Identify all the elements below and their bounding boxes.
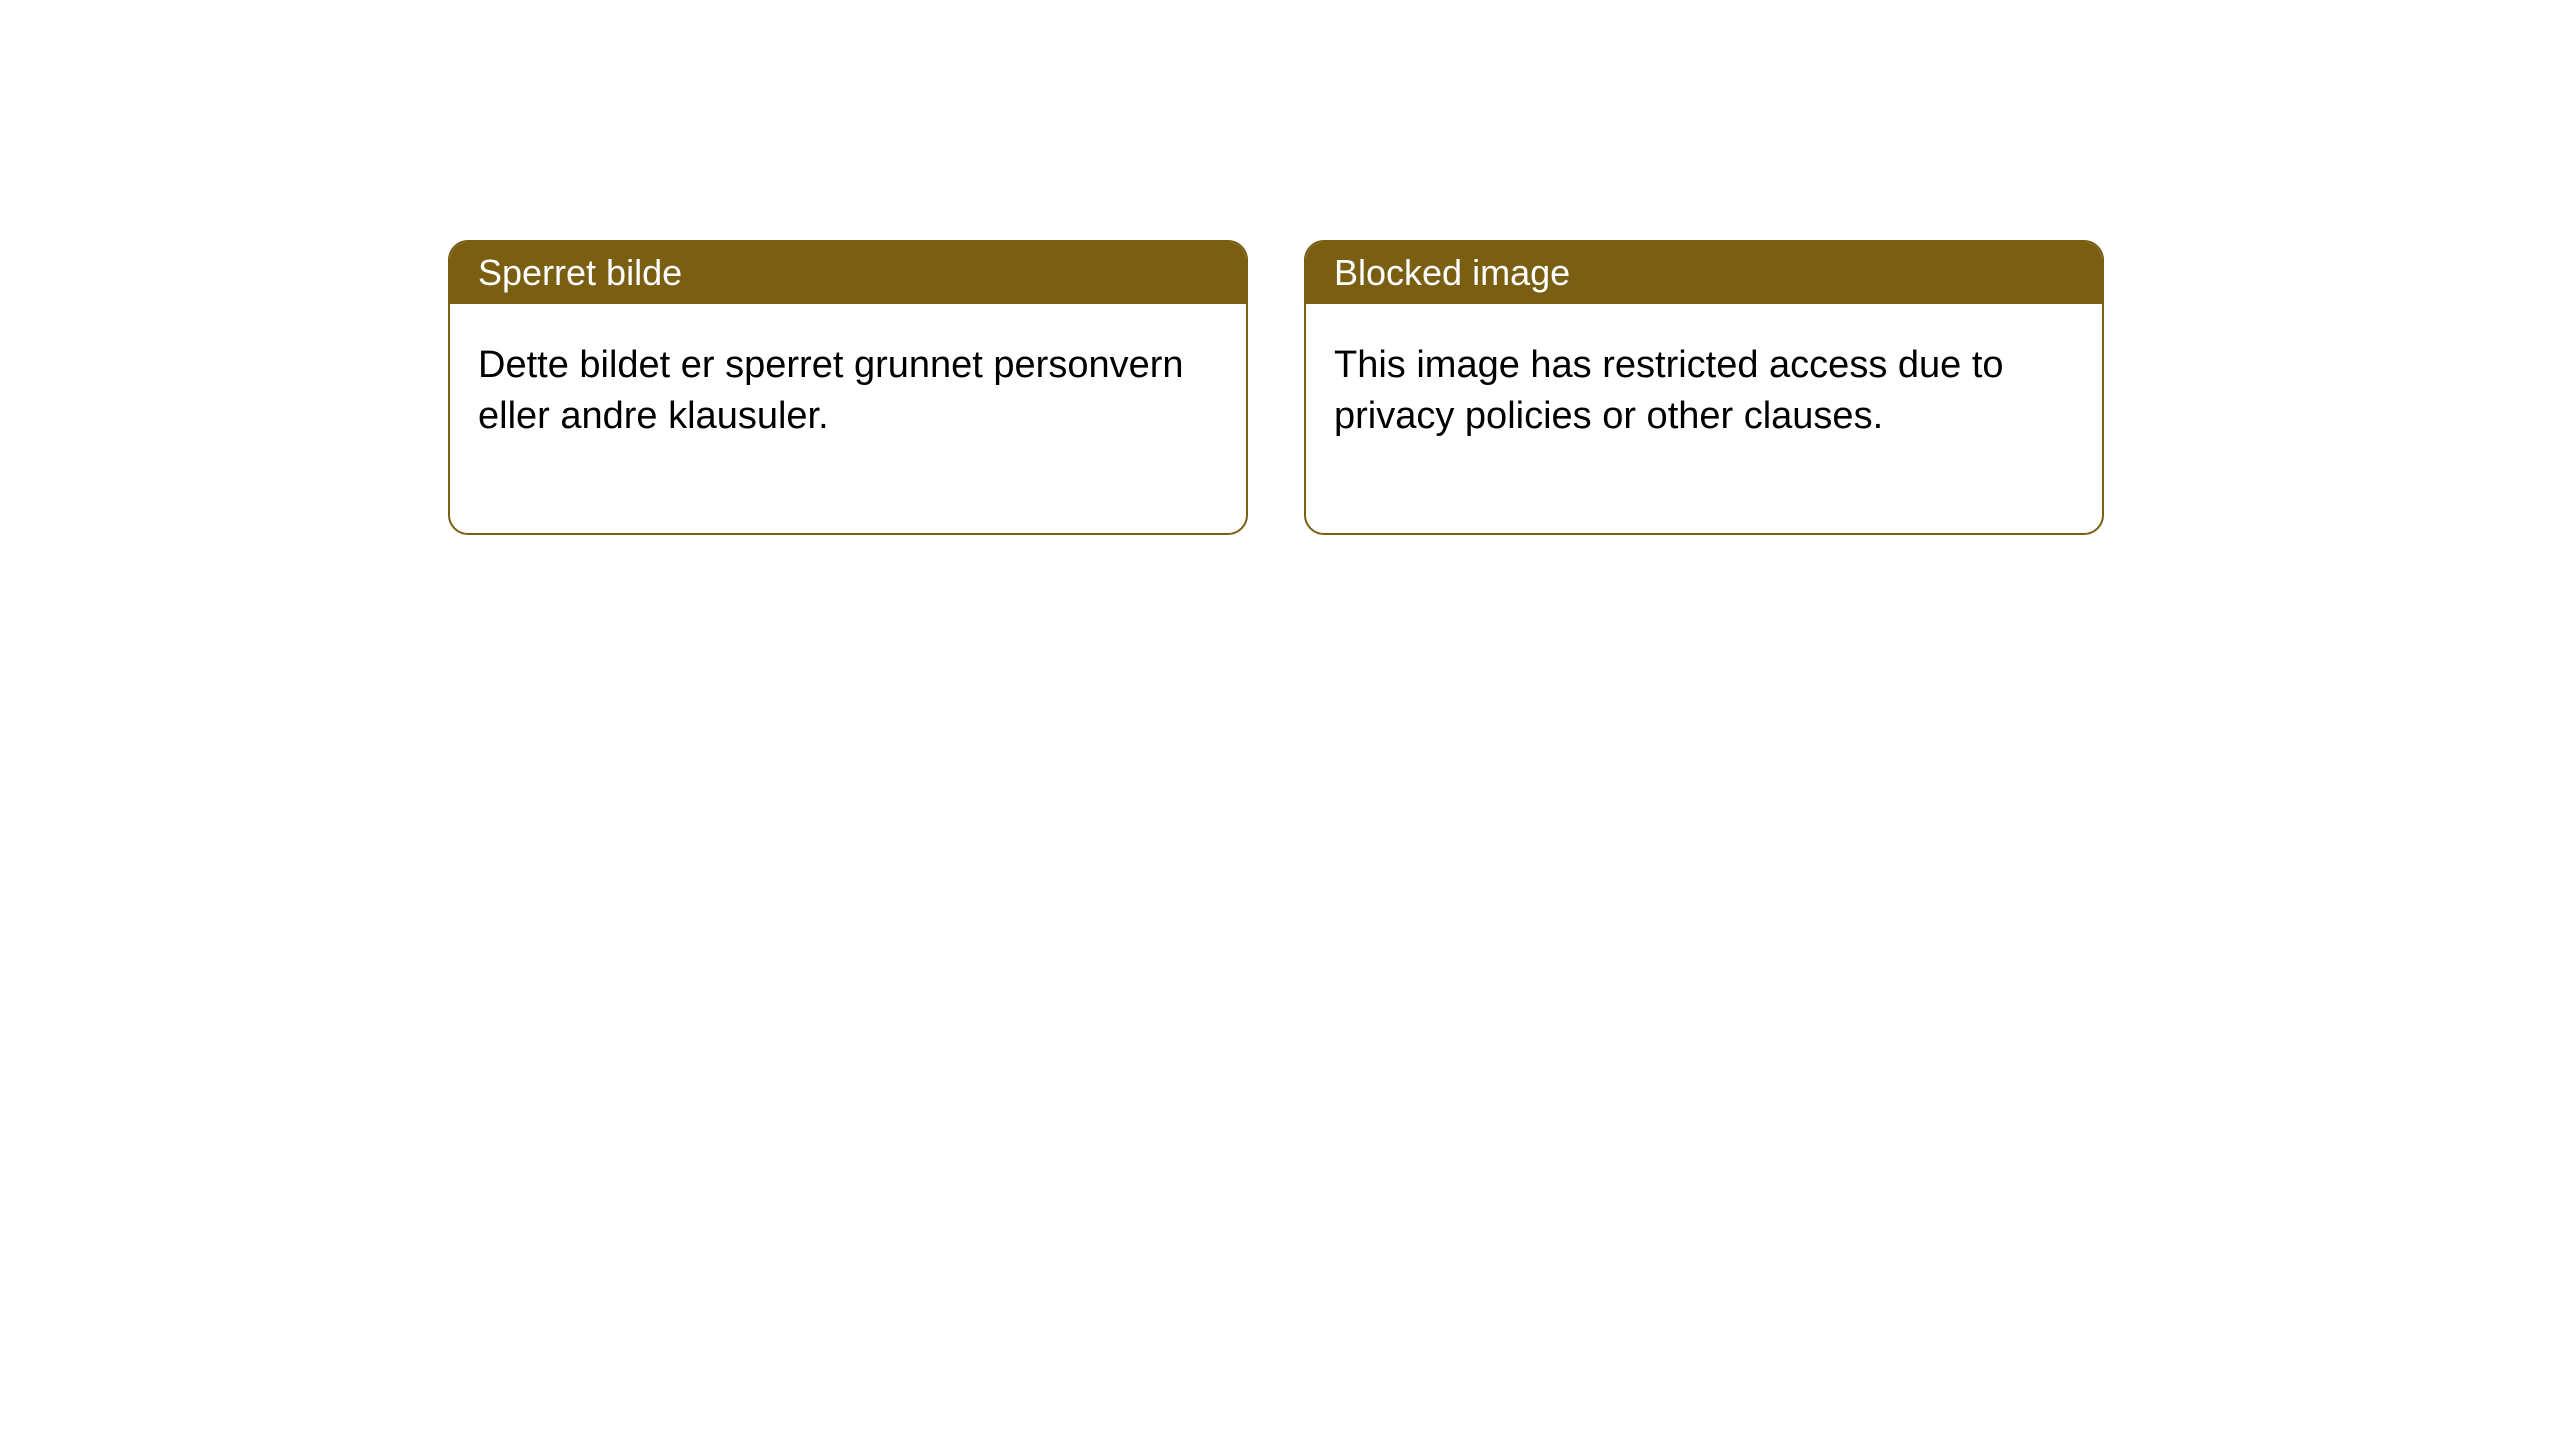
- notice-card-title: Sperret bilde: [450, 242, 1246, 304]
- notice-card-english: Blocked image This image has restricted …: [1304, 240, 2104, 535]
- notice-container: Sperret bilde Dette bildet er sperret gr…: [0, 0, 2560, 535]
- notice-card-norwegian: Sperret bilde Dette bildet er sperret gr…: [448, 240, 1248, 535]
- notice-card-body: Dette bildet er sperret grunnet personve…: [450, 304, 1246, 533]
- notice-card-title: Blocked image: [1306, 242, 2102, 304]
- notice-card-body: This image has restricted access due to …: [1306, 304, 2102, 533]
